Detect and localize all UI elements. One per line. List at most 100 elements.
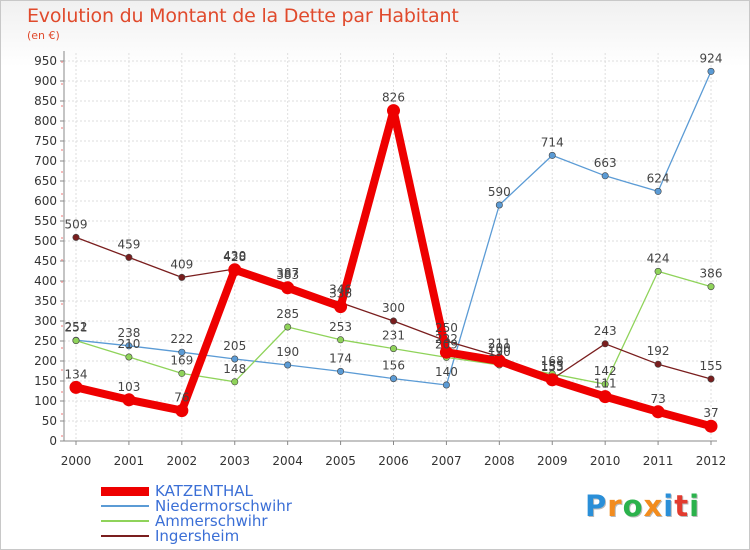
series-ammerschwihr-point [389,345,397,353]
series-ingersheim-data-label: 346 [329,283,352,297]
series-katzenthal-data-label: 76 [174,391,189,405]
series-ingersheim-data-label: 250 [435,321,458,335]
series-ammerschwihr-point [125,353,133,361]
series-niedermorschwihr-point [284,361,292,369]
series-niedermorschwihr-point [707,67,715,75]
series-ingersheim-data-label: 243 [594,324,617,338]
series-katzenthal-point [228,263,242,277]
series-ammerschwihr-data-label: 168 [541,354,564,368]
series-katzenthal-data-label: 103 [117,380,140,394]
series-niedermorschwihr-point [495,201,503,209]
series-katzenthal-data-label: 153 [541,360,564,374]
series-katzenthal-point [651,405,665,419]
series-niedermorschwihr-data-label: 205 [223,339,246,353]
y-tick-label: 500 [34,234,57,248]
y-tick-label: 700 [34,154,57,168]
chart-title: Evolution du Montant de la Dette par Hab… [27,5,459,27]
series-ammerschwihr-point [601,380,609,388]
series-katzenthal-point [492,354,506,368]
series-niedermorschwihr-point [125,342,133,350]
series-niedermorschwihr-point [178,348,186,356]
x-tick-label: 2010 [590,454,621,468]
series-niedermorschwihr-point [654,187,662,195]
series-katzenthal-data-label: 383 [276,268,299,282]
legend-swatch [101,487,149,496]
y-tick-label: 950 [34,54,57,68]
series-katzenthal-point [175,404,189,418]
series-niedermorschwihr-data-label: 238 [117,326,140,340]
series-niedermorschwihr-data-label: 714 [541,135,564,149]
series-niedermorschwihr-data-label: 590 [488,185,511,199]
series-ammerschwihr-data-label: 210 [117,337,140,351]
series-ingersheim-point [601,340,609,348]
data-labels: 252 238 222 205 190 174 156 140 590 714 663 624 924 2… [65,51,723,420]
series-ingersheim-point [178,273,186,281]
x-tick-label: 2007 [431,454,462,468]
x-tick-label: 2004 [272,454,303,468]
y-tick-label: 200 [34,354,57,368]
series-niedermorschwihr-point [548,151,556,159]
series-niedermorschwihr-data-label: 222 [170,332,193,346]
x-tick-label: 2011 [643,454,674,468]
series-ammerschwihr-data-label: 253 [329,320,352,334]
series-ingersheim-data-label: 509 [65,217,88,231]
series-ingersheim-point [72,233,80,241]
series-niedermorschwihr-data-label: 156 [382,359,405,373]
series-katzenthal-point [281,281,295,295]
legend-swatch [101,535,149,537]
series-ingersheim-data-label: 430 [223,249,246,263]
legend-label: Niedermorschwihr [155,497,292,515]
series-niedermorschwihr-point [442,381,450,389]
series-ammerschwihr-point [284,323,292,331]
y-tick-label: 600 [34,194,57,208]
series-katzenthal-point [387,104,400,118]
series-ingersheim-point [654,360,662,368]
series-katzenthal-point [439,345,453,359]
y-tick-label: 0 [49,434,57,448]
series-katzenthal-data-label: 111 [594,377,617,391]
series-niedermorschwihr-data-label: 624 [647,171,670,185]
x-tick-label: 2003 [219,454,250,468]
series-ammerschwihr-data-label: 231 [382,329,405,343]
series-niedermorschwihr-data-label: 190 [276,345,299,359]
x-tick-label: 2000 [61,454,92,468]
series-katzenthal-point [704,419,718,433]
y-tick-label: 750 [34,134,57,148]
logo-letter: o [622,489,644,523]
series-katzenthal-data-label: 336 [329,287,352,301]
series-niedermorschwihr-point [601,172,609,180]
legend-label: Ammerschwihr [155,512,268,530]
y-tick-label: 300 [34,314,57,328]
series-ammerschwihr-point [337,336,345,344]
series-katzenthal-point [545,373,559,387]
logo-letter: x [643,489,664,523]
series-ammerschwihr-data-label: 386 [700,267,723,281]
y-tick-label: 650 [34,174,57,188]
series-katzenthal-data-label: 826 [382,91,405,105]
y-tick-label: 400 [34,274,57,288]
series-niedermorschwihr-point [337,367,345,375]
series-ammerschwihr-data-label: 169 [170,353,193,367]
x-tick-label: 2005 [325,454,356,468]
proxiti-logo: Proxiti [585,489,700,523]
legend-swatch [101,505,149,507]
series-ingersheim-data-label: 155 [700,359,723,373]
series-ingersheim-data-label: 211 [488,337,511,351]
y-tick-label: 250 [34,334,57,348]
series-ammerschwihr-data-label: 148 [223,362,246,376]
series-lines [69,67,718,433]
logo-letter: r [607,489,623,523]
series-katzenthal-data-label: 428 [223,250,246,264]
logo-letter: P [585,489,608,523]
y-tick-label: 900 [34,74,57,88]
x-tick-label: 2009 [537,454,568,468]
series-katzenthal-data-label: 222 [435,332,458,346]
series-ammerschwihr-data-label: 190 [488,345,511,359]
series-ingersheim-point [389,317,397,325]
series-ammerschwihr-data-label: 251 [65,321,88,335]
y-tick-label: 850 [34,94,57,108]
series-ingersheim-data-label: 409 [170,257,193,271]
series-katzenthal-point [334,300,348,314]
